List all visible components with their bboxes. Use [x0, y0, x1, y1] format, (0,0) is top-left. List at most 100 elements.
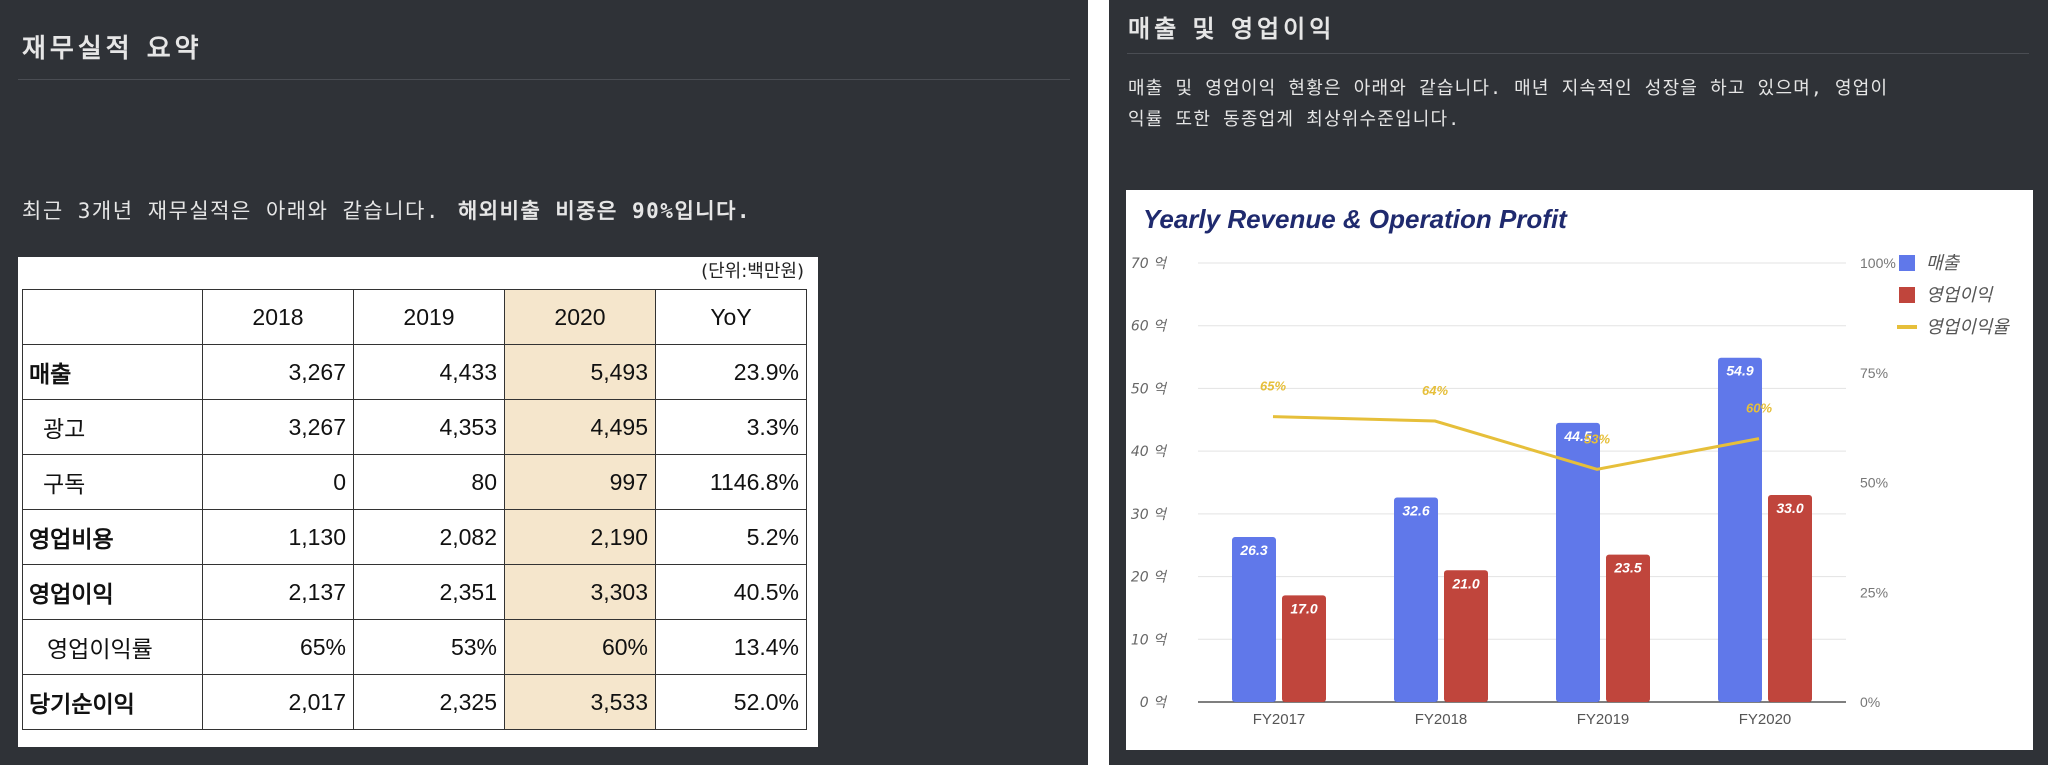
table-cell: 2,017	[202, 674, 354, 730]
bar-data-label: 26.3	[1239, 542, 1267, 558]
y-tick-label: 60 억	[1131, 319, 1168, 335]
table-cell: 4,495	[504, 399, 656, 455]
bar-data-label: 21.0	[1451, 575, 1479, 591]
table-row: 영업이익률 65% 53% 60% 13.4%	[22, 619, 807, 675]
table-cell: 997	[504, 454, 656, 510]
section-title-revenue-profit: 매출 및 영업이익	[1128, 15, 1336, 43]
table-cell: 3,267	[202, 344, 354, 400]
bar-data-label: 32.6	[1402, 503, 1429, 519]
y-tick-label: 30 억	[1131, 507, 1168, 523]
row-label: 구독	[22, 454, 203, 510]
row-label: 광고	[22, 399, 203, 455]
y-tick-label: 40 억	[1131, 444, 1168, 460]
financial-table-card: (단위:백만원) 2018 2019 2020 YoY 매출 3,267 4,433…	[18, 257, 818, 747]
y2-tick-label: 75%	[1860, 365, 1888, 381]
table-cell: 65%	[202, 619, 354, 675]
legend-label: 영업이익율	[1926, 317, 2010, 338]
legend-swatch	[1899, 255, 1915, 271]
header-cell: 2018	[202, 289, 354, 345]
summary-bold-text: 해외비출 비중은 90%입니다.	[457, 199, 752, 223]
revenue-profit-chart: 0 억 10 억 20 억 30 억 40 억 50 억 60 억 70 억 0% 25% 50% 7…	[1131, 253, 2010, 728]
table-cell: 2,325	[353, 674, 505, 730]
row-label: 영업이익률	[22, 619, 203, 675]
table-cell: 2,137	[202, 564, 354, 620]
y-tick-label: 0 억	[1140, 695, 1168, 711]
bar-revenue	[1232, 537, 1276, 702]
row-label: 매출	[22, 344, 203, 400]
table-row: 영업이익 2,137 2,351 3,303 40.5%	[22, 564, 807, 620]
header-cell	[22, 289, 203, 345]
table-cell: 0	[202, 454, 354, 510]
table-cell: 23.9%	[655, 344, 807, 400]
financial-table: 2018 2019 2020 YoY 매출 3,267 4,433 5,493 23.9…	[22, 289, 807, 730]
bar-data-label: 33.0	[1776, 500, 1803, 516]
line-operating-margin	[1272, 415, 1760, 471]
legend-label: 영업이익	[1926, 285, 1994, 306]
table-cell: 52.0%	[655, 674, 807, 730]
table-cell: 3,303	[504, 564, 656, 620]
header-cell: 2019	[353, 289, 505, 345]
bar-profit	[1768, 495, 1812, 702]
chart-card: Yearly Revenue & Operation Profit 0 억 10 …	[1126, 190, 2033, 750]
table-cell: 60%	[504, 619, 656, 675]
description-line-1: 매출 및 영업이익 현황은 아래와 같습니다. 매년 지속적인 성장을 하고 있…	[1128, 78, 1889, 99]
left-panel: 재무실적 요약 최근 3개년 재무실적은 아래와 같습니다. 해외비출 비중은 9…	[0, 0, 1088, 765]
bar-data-label: 54.9	[1726, 363, 1753, 379]
table-cell: 1146.8%	[655, 454, 807, 510]
table-cell: 53%	[353, 619, 505, 675]
bar-data-label: 44.5	[1563, 428, 1591, 444]
x-tick-label: FY2019	[1577, 711, 1630, 728]
table-cell: 40.5%	[655, 564, 807, 620]
bar-data-label: 17.0	[1290, 600, 1317, 616]
y-tick-label: 50 억	[1131, 381, 1168, 397]
table-cell: 3,267	[202, 399, 354, 455]
y-tick-label: 70 억	[1131, 256, 1168, 272]
table-row: 광고 3,267 4,353 4,495 3.3%	[22, 399, 807, 455]
row-label: 당기순이익	[22, 674, 203, 730]
table-row: 영업비용 1,130 2,082 2,190 5.2%	[22, 509, 807, 565]
table-row: 구독 0 80 997 1146.8%	[22, 454, 807, 510]
table-cell: 1,130	[202, 509, 354, 565]
table-cell: 2,190	[504, 509, 656, 565]
table-cell: 2,082	[353, 509, 505, 565]
summary-paragraph: 최근 3개년 재무실적은 아래와 같습니다. 해외비출 비중은 90%입니다.	[22, 195, 751, 225]
divider	[1127, 53, 2029, 54]
right-panel: 매출 및 영업이익 매출 및 영업이익 현황은 아래와 같습니다. 매년 지속적…	[1109, 0, 2048, 765]
x-tick-label: FY2020	[1739, 711, 1792, 728]
y2-tick-label: 50%	[1860, 475, 1888, 491]
line-data-label: 65%	[1260, 379, 1286, 394]
line-data-label: 64%	[1422, 383, 1448, 398]
table-cell: 4,353	[353, 399, 505, 455]
legend-label: 매출	[1926, 253, 1961, 274]
table-cell: 3.3%	[655, 399, 807, 455]
divider	[18, 79, 1070, 80]
bar-revenue	[1556, 422, 1600, 702]
chart-title: Yearly Revenue & Operation Profit	[1143, 204, 1567, 234]
table-cell: 13.4%	[655, 619, 807, 675]
legend-swatch	[1899, 287, 1915, 303]
unit-note: (단위:백만원)	[701, 261, 804, 282]
y-tick-label: 10 억	[1131, 632, 1168, 648]
bar-profit	[1444, 570, 1488, 702]
y-tick-label: 20 억	[1131, 570, 1168, 586]
description-line-2: 익률 또한 동종업계 최상위수준입니다.	[1128, 109, 1461, 130]
table-row: 당기순이익 2,017 2,325 3,533 52.0%	[22, 674, 807, 730]
header-cell: 2020	[504, 289, 656, 345]
row-label: 영업비용	[22, 509, 203, 565]
y2-tick-label: 0%	[1860, 694, 1880, 710]
table-row: 매출 3,267 4,433 5,493 23.9%	[22, 344, 807, 400]
table-cell: 5.2%	[655, 509, 807, 565]
y2-tick-label: 100%	[1860, 255, 1896, 271]
table-cell: 2,351	[353, 564, 505, 620]
header-cell: YoY	[655, 289, 807, 345]
x-tick-label: FY2018	[1415, 711, 1468, 728]
bar-data-label: 23.5	[1613, 560, 1641, 576]
table-cell: 4,433	[353, 344, 505, 400]
summary-text: 최근 3개년 재무실적은 아래와 같습니다.	[22, 199, 440, 223]
row-label: 영업이익	[22, 564, 203, 620]
y2-tick-label: 25%	[1860, 584, 1888, 600]
table-header-row: 2018 2019 2020 YoY	[22, 289, 807, 345]
x-tick-label: FY2017	[1253, 711, 1306, 728]
table-cell: 3,533	[504, 674, 656, 730]
table-cell: 80	[353, 454, 505, 510]
